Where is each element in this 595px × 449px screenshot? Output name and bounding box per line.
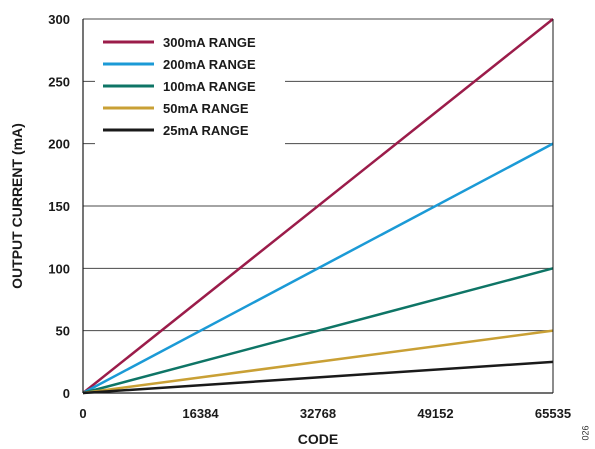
figure-code: 026 — [580, 425, 591, 441]
y-tick-label: 300 — [48, 12, 70, 27]
legend-label-3: 100mA RANGE — [163, 79, 256, 94]
y-tick-label: 250 — [48, 74, 70, 89]
axes — [82, 19, 554, 394]
x-axis-title: CODE — [298, 431, 338, 447]
y-tick-label: 100 — [48, 261, 70, 276]
x-tick-label: 16384 — [182, 406, 219, 421]
y-tick-label: 150 — [48, 199, 70, 214]
legend-label-2: 200mA RANGE — [163, 57, 256, 72]
x-tick-label: 49152 — [417, 406, 453, 421]
tick-labels: 0 50 100 150 200 250 300 0 16384 32768 49152 65535 — [48, 12, 571, 421]
y-axis-title: OUTPUT CURRENT (mA) — [9, 123, 25, 289]
legend-label-4: 50mA RANGE — [163, 101, 249, 116]
legend-box — [95, 28, 285, 148]
y-tick-label: 200 — [48, 137, 70, 152]
x-tick-label: 65535 — [535, 406, 571, 421]
legend: 300mA RANGE 200mA RANGE 100mA RANGE 50mA RA… — [95, 28, 285, 148]
series-line-2 — [82, 142, 554, 395]
x-tick-label: 0 — [79, 406, 86, 421]
legend-label-5: 25mA RANGE — [163, 123, 249, 138]
series-line-1 — [82, 18, 554, 394]
series-line-3 — [82, 267, 554, 395]
x-tick-label: 32768 — [300, 406, 336, 421]
y-tick-label: 50 — [56, 324, 70, 339]
legend-label-1: 300mA RANGE — [163, 35, 256, 50]
series-lines — [82, 18, 554, 395]
series-line-5 — [82, 360, 554, 395]
y-tick-label: 0 — [63, 386, 70, 401]
series-line-4 — [82, 329, 554, 395]
